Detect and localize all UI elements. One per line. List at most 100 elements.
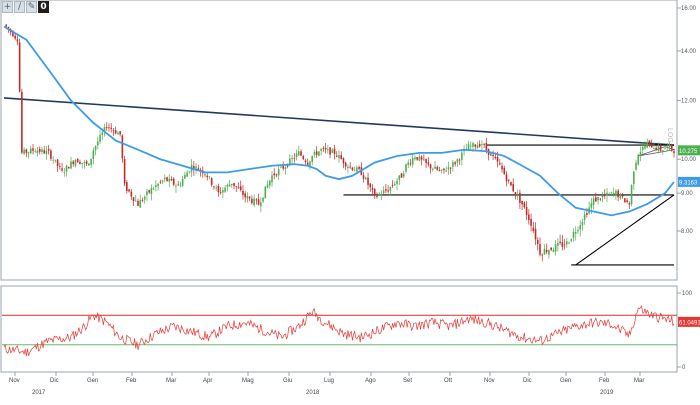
candle[interactable]: [302, 154, 305, 161]
candle[interactable]: [172, 177, 175, 187]
candle[interactable]: [233, 182, 235, 190]
candle[interactable]: [449, 167, 452, 174]
candle[interactable]: [646, 138, 648, 149]
candle[interactable]: [469, 141, 472, 150]
candle[interactable]: [637, 153, 640, 166]
candle[interactable]: [409, 158, 412, 167]
candle[interactable]: [606, 188, 608, 202]
candle[interactable]: [521, 200, 523, 211]
candle[interactable]: [114, 126, 117, 135]
candle[interactable]: [541, 253, 544, 262]
candle[interactable]: [304, 158, 307, 165]
candle[interactable]: [411, 154, 414, 168]
candle[interactable]: [351, 166, 354, 172]
trendline[interactable]: [3, 97, 675, 146]
candle[interactable]: [152, 186, 155, 191]
candle[interactable]: [454, 161, 456, 167]
candle[interactable]: [418, 154, 421, 162]
candle[interactable]: [389, 186, 392, 196]
candle[interactable]: [271, 171, 273, 187]
candle[interactable]: [161, 179, 164, 185]
candle[interactable]: [603, 189, 606, 200]
candle[interactable]: [396, 177, 398, 191]
candle[interactable]: [369, 183, 372, 192]
candle[interactable]: [666, 142, 669, 152]
candle[interactable]: [572, 228, 575, 242]
candle[interactable]: [253, 194, 255, 207]
candle[interactable]: [248, 196, 251, 202]
candle[interactable]: [648, 140, 651, 148]
candle[interactable]: [458, 158, 461, 165]
candle[interactable]: [333, 144, 336, 160]
candle[interactable]: [295, 149, 298, 161]
candle[interactable]: [505, 171, 508, 187]
candle[interactable]: [38, 146, 41, 155]
candle[interactable]: [128, 188, 130, 193]
candle[interactable]: [204, 173, 206, 178]
candle[interactable]: [373, 187, 376, 199]
candle[interactable]: [612, 187, 615, 197]
candle[interactable]: [559, 234, 561, 245]
rsi-line[interactable]: [3, 304, 675, 357]
candle[interactable]: [92, 147, 95, 165]
candle[interactable]: [293, 153, 296, 163]
candle[interactable]: [117, 131, 119, 135]
candle[interactable]: [175, 183, 177, 193]
candle[interactable]: [139, 194, 142, 208]
candle[interactable]: [266, 180, 269, 189]
candle[interactable]: [99, 130, 101, 144]
candle[interactable]: [427, 157, 430, 167]
candle[interactable]: [550, 246, 552, 252]
candle[interactable]: [210, 177, 213, 187]
candle[interactable]: [262, 197, 264, 203]
candle[interactable]: [429, 163, 432, 174]
candle[interactable]: [394, 181, 396, 187]
candle[interactable]: [148, 189, 150, 194]
candle[interactable]: [516, 189, 519, 200]
candle[interactable]: [284, 165, 287, 175]
candle[interactable]: [438, 166, 441, 172]
candle[interactable]: [447, 161, 450, 175]
candle[interactable]: [177, 181, 179, 186]
candle[interactable]: [414, 155, 416, 161]
candle[interactable]: [512, 178, 514, 193]
candle[interactable]: [376, 192, 378, 199]
candle[interactable]: [624, 198, 626, 203]
candle[interactable]: [371, 184, 374, 197]
candle[interactable]: [387, 185, 389, 194]
candle[interactable]: [554, 240, 557, 256]
candle[interactable]: [146, 189, 148, 202]
candle[interactable]: [88, 163, 90, 166]
candle[interactable]: [344, 161, 347, 171]
candle[interactable]: [217, 183, 220, 197]
candle[interactable]: [456, 158, 459, 167]
candle[interactable]: [523, 201, 526, 209]
candle[interactable]: [251, 195, 253, 205]
candle[interactable]: [16, 35, 19, 46]
candle[interactable]: [123, 155, 126, 186]
candle[interactable]: [291, 154, 293, 164]
candle[interactable]: [188, 170, 191, 174]
candle[interactable]: [159, 179, 162, 184]
candle[interactable]: [315, 146, 318, 158]
candle[interactable]: [340, 151, 343, 160]
candle[interactable]: [474, 143, 477, 150]
candle[interactable]: [626, 197, 628, 204]
candle[interactable]: [14, 33, 16, 41]
candle[interactable]: [662, 149, 664, 155]
candle[interactable]: [306, 158, 309, 166]
candle[interactable]: [255, 198, 258, 205]
candle[interactable]: [34, 148, 37, 153]
candle[interactable]: [561, 234, 564, 251]
candle[interactable]: [331, 148, 334, 154]
candle[interactable]: [45, 146, 48, 160]
candle[interactable]: [246, 192, 249, 203]
pencil-icon[interactable]: ✎: [26, 1, 37, 13]
candle[interactable]: [583, 211, 586, 225]
candle[interactable]: [59, 162, 61, 170]
candle[interactable]: [349, 162, 351, 169]
candle[interactable]: [282, 161, 284, 171]
candle[interactable]: [641, 141, 644, 154]
candle[interactable]: [195, 163, 197, 174]
candle[interactable]: [324, 142, 327, 154]
